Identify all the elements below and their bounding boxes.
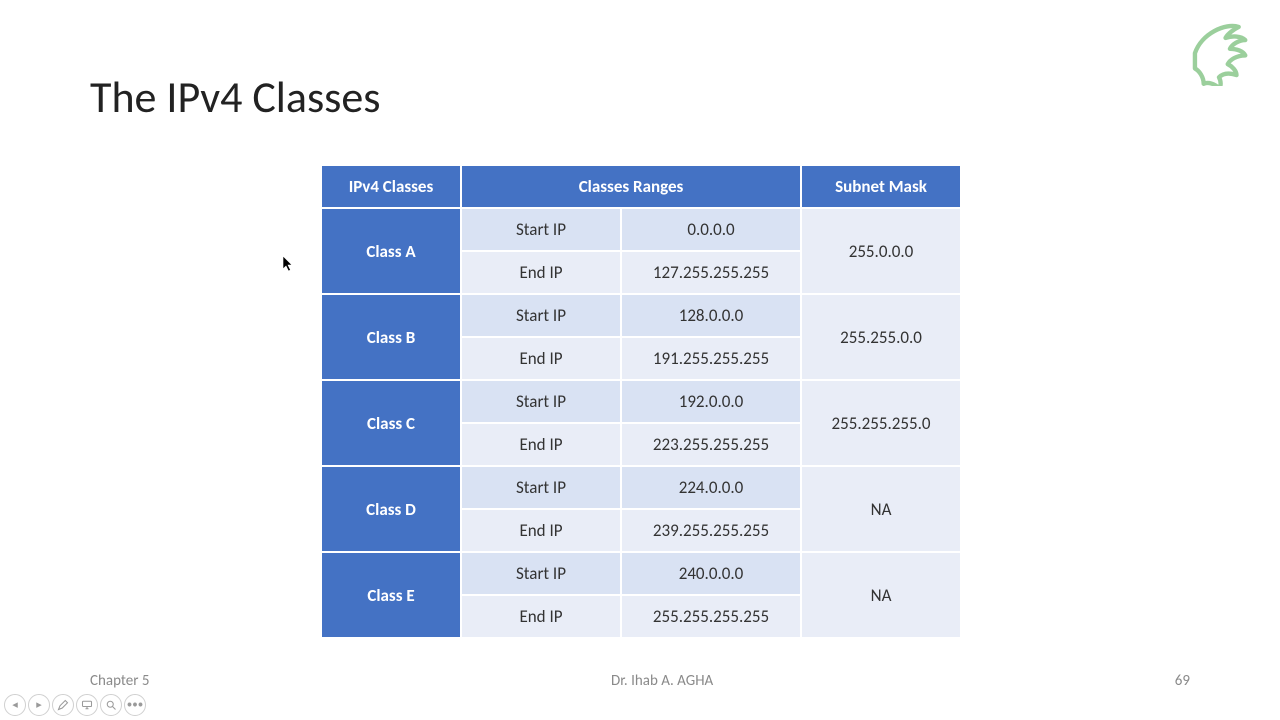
row-label-end: End IP [461, 251, 621, 294]
more-options-button[interactable]: ••• [124, 694, 146, 716]
row-label-end: End IP [461, 509, 621, 552]
th-ranges: Classes Ranges [461, 165, 801, 208]
end-ip: 127.255.255.255 [621, 251, 801, 294]
subnet-mask: 255.255.255.0 [801, 380, 961, 466]
brand-logo [1184, 16, 1254, 86]
table-row: Class B Start IP 128.0.0.0 255.255.0.0 [321, 294, 961, 337]
slide: The IPv4 Classes IPv4 Classes Classes Ra… [0, 0, 1280, 720]
presenter-icon [81, 699, 93, 711]
class-name: Class E [321, 552, 461, 638]
row-label-start: Start IP [461, 294, 621, 337]
table-row: Class C Start IP 192.0.0.0 255.255.255.0 [321, 380, 961, 423]
table-body: Class A Start IP 0.0.0.0 255.0.0.0 End I… [321, 208, 961, 638]
th-classes: IPv4 Classes [321, 165, 461, 208]
row-label-start: Start IP [461, 208, 621, 251]
slide-footer: Chapter 5 Dr. Ihab A. AGHA 69 [0, 672, 1280, 690]
table-header-row: IPv4 Classes Classes Ranges Subnet Mask [321, 165, 961, 208]
pen-tool-button[interactable] [52, 694, 74, 716]
th-mask: Subnet Mask [801, 165, 961, 208]
row-label-start: Start IP [461, 552, 621, 595]
cursor-icon [282, 255, 294, 273]
subnet-mask: 255.0.0.0 [801, 208, 961, 294]
row-label-start: Start IP [461, 466, 621, 509]
zoom-button[interactable] [100, 694, 122, 716]
presenter-toolbar: ◂ ▸ ••• [4, 694, 146, 716]
class-name: Class D [321, 466, 461, 552]
footer-left: Chapter 5 [90, 672, 149, 690]
end-ip: 255.255.255.255 [621, 595, 801, 638]
class-name: Class C [321, 380, 461, 466]
subnet-mask: NA [801, 552, 961, 638]
zoom-icon [105, 699, 117, 711]
prev-slide-button[interactable]: ◂ [4, 694, 26, 716]
footer-center: Dr. Ihab A. AGHA [611, 672, 713, 690]
start-ip: 240.0.0.0 [621, 552, 801, 595]
subnet-mask: 255.255.0.0 [801, 294, 961, 380]
start-ip: 192.0.0.0 [621, 380, 801, 423]
table-row: Class E Start IP 240.0.0.0 NA [321, 552, 961, 595]
class-name: Class A [321, 208, 461, 294]
subnet-mask: NA [801, 466, 961, 552]
presenter-view-button[interactable] [76, 694, 98, 716]
row-label-end: End IP [461, 595, 621, 638]
row-label-end: End IP [461, 423, 621, 466]
row-label-end: End IP [461, 337, 621, 380]
end-ip: 239.255.255.255 [621, 509, 801, 552]
table-row: Class D Start IP 224.0.0.0 NA [321, 466, 961, 509]
footer-right: 69 [1175, 672, 1190, 690]
table-row: Class A Start IP 0.0.0.0 255.0.0.0 [321, 208, 961, 251]
class-name: Class B [321, 294, 461, 380]
ipv4-classes-table: IPv4 Classes Classes Ranges Subnet Mask … [320, 164, 960, 639]
row-label-start: Start IP [461, 380, 621, 423]
pen-icon [57, 699, 69, 711]
start-ip: 128.0.0.0 [621, 294, 801, 337]
end-ip: 191.255.255.255 [621, 337, 801, 380]
start-ip: 0.0.0.0 [621, 208, 801, 251]
start-ip: 224.0.0.0 [621, 466, 801, 509]
page-title: The IPv4 Classes [90, 70, 1190, 124]
end-ip: 223.255.255.255 [621, 423, 801, 466]
next-slide-button[interactable]: ▸ [28, 694, 50, 716]
